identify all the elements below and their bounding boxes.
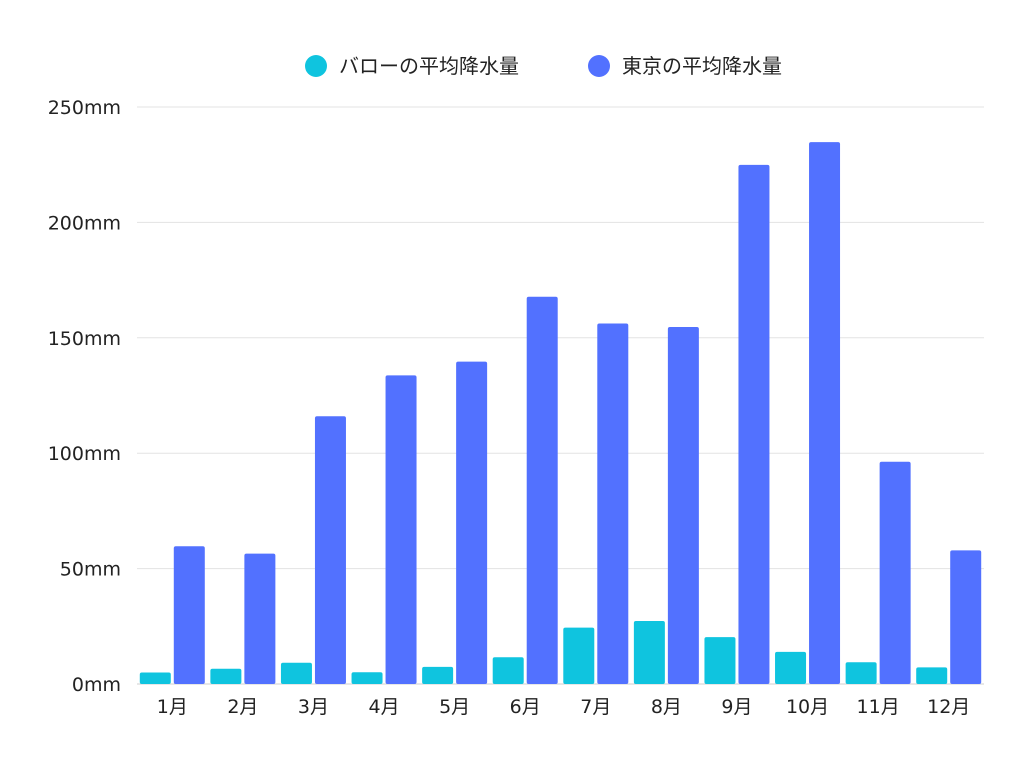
- y-tick-label: 250mm: [48, 97, 121, 119]
- bar-tokyo[interactable]: [738, 164, 770, 685]
- legend-label: バローの平均降水量: [339, 54, 519, 78]
- x-tick-label: 8月: [651, 696, 682, 718]
- y-axis: 0mm 50mm 100mm 150mm 200mm 250mm: [48, 97, 121, 696]
- bar-tokyo[interactable]: [597, 323, 629, 684]
- bar-tokyo[interactable]: [879, 461, 911, 684]
- bar-barrow[interactable]: [563, 627, 595, 684]
- y-tick-label: 50mm: [60, 559, 121, 581]
- bar-tokyo[interactable]: [244, 553, 276, 684]
- legend-marker-icon: [588, 55, 610, 77]
- x-axis: 1月 2月 3月 4月 5月 6月 7月 8月 9月 10月 11月 12月: [157, 696, 971, 718]
- y-tick-label: 150mm: [48, 328, 121, 350]
- bar-barrow[interactable]: [492, 657, 524, 684]
- bar-barrow[interactable]: [704, 637, 736, 684]
- x-tick-label: 6月: [510, 696, 541, 718]
- x-tick-label: 2月: [227, 696, 258, 718]
- bar-tokyo[interactable]: [950, 550, 982, 684]
- legend: バローの平均降水量 東京の平均降水量: [305, 54, 782, 78]
- bar-tokyo[interactable]: [667, 326, 699, 684]
- bar-barrow[interactable]: [916, 667, 948, 684]
- bar-barrow[interactable]: [139, 672, 171, 684]
- bar-barrow[interactable]: [210, 668, 242, 684]
- x-tick-label: 7月: [580, 696, 611, 718]
- x-tick-label: 3月: [298, 696, 329, 718]
- bar-tokyo[interactable]: [385, 375, 417, 684]
- legend-marker-icon: [305, 55, 327, 77]
- x-tick-label: 11月: [857, 696, 900, 718]
- bar-tokyo[interactable]: [314, 416, 346, 684]
- bar-tokyo[interactable]: [173, 546, 205, 684]
- bar-tokyo[interactable]: [526, 296, 558, 684]
- bar-tokyo[interactable]: [456, 361, 488, 684]
- x-tick-label: 1月: [157, 696, 188, 718]
- bar-barrow[interactable]: [351, 672, 383, 684]
- x-tick-label: 12月: [927, 696, 970, 718]
- bar-barrow[interactable]: [775, 651, 807, 684]
- grid: [137, 106, 984, 685]
- bar-barrow[interactable]: [633, 620, 665, 684]
- y-tick-label: 100mm: [48, 443, 121, 465]
- legend-label: 東京の平均降水量: [622, 54, 782, 78]
- y-tick-label: 0mm: [72, 674, 121, 696]
- bar-barrow[interactable]: [422, 666, 454, 684]
- y-tick-label: 200mm: [48, 212, 121, 234]
- x-tick-label: 5月: [439, 696, 470, 718]
- bars: [139, 142, 982, 685]
- legend-item[interactable]: 東京の平均降水量: [588, 54, 782, 78]
- bar-barrow[interactable]: [845, 662, 877, 684]
- x-tick-label: 10月: [786, 696, 829, 718]
- bar-tokyo[interactable]: [809, 142, 841, 684]
- x-tick-label: 4月: [368, 696, 399, 718]
- bar-barrow[interactable]: [280, 662, 312, 684]
- x-tick-label: 9月: [721, 696, 752, 718]
- legend-item[interactable]: バローの平均降水量: [305, 54, 519, 78]
